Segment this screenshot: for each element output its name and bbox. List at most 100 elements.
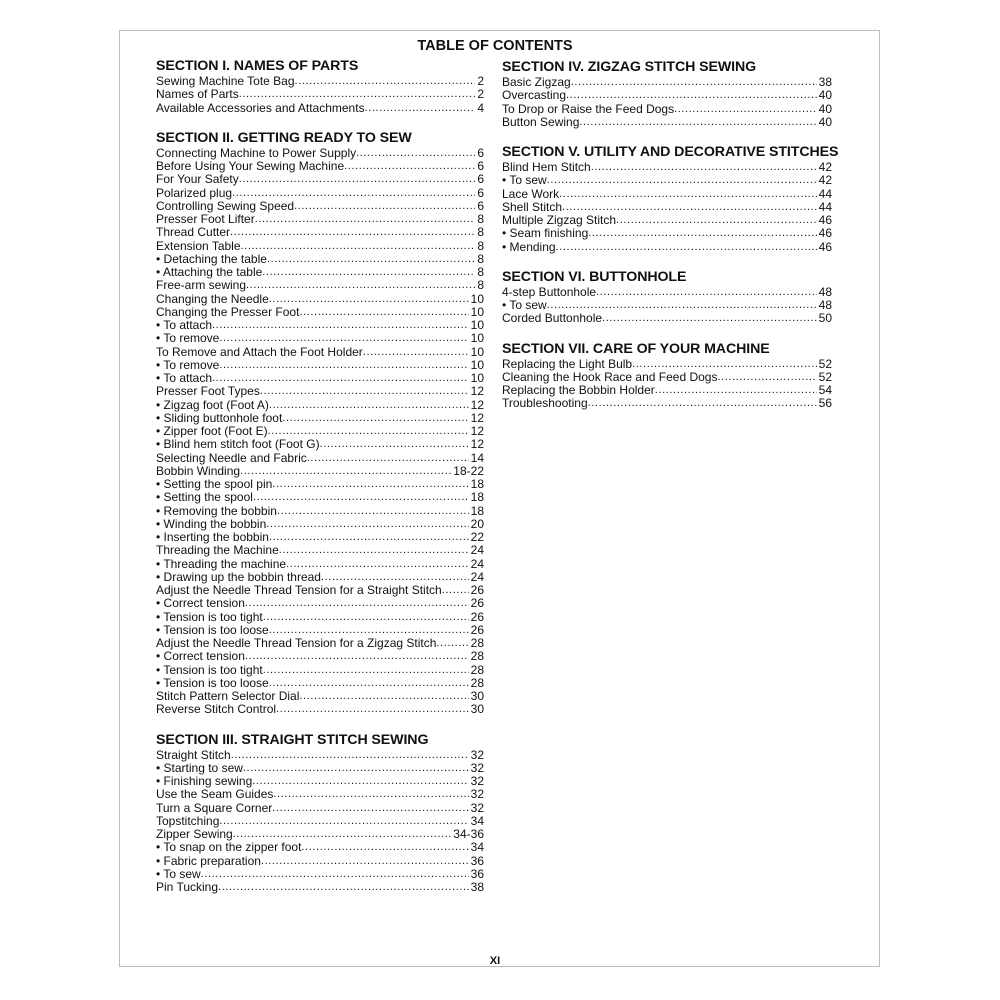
toc-entry: Available Accessories and Attachments ..… xyxy=(156,101,484,115)
dot-leader: ........................................… xyxy=(262,663,469,676)
toc-entry: Presser Foot Types .....................… xyxy=(156,384,484,399)
entry-label: Replacing the Bobbin Holder xyxy=(502,383,655,397)
entry-label: Presser Foot Types xyxy=(156,384,260,399)
section-heading: SECTION III. STRAIGHT STITCH SEWING xyxy=(156,731,429,748)
toc-entry: • Mending ..............................… xyxy=(502,240,832,254)
dot-leader: ........................................… xyxy=(562,200,817,213)
right-column: SECTION IV. ZIGZAG STITCH SEWING Basic Zi… xyxy=(502,59,839,426)
toc-entry: Pin Tucking ............................… xyxy=(156,880,484,894)
toc-entry: Multiple Zigzag Stitch .................… xyxy=(502,213,832,227)
entry-page-number: 18 xyxy=(470,490,484,505)
toc-section: SECTION V. UTILITY AND DECORATIVE STITCH… xyxy=(502,144,839,254)
dot-leader: ........................................… xyxy=(555,240,817,253)
dot-leader: ........................................… xyxy=(616,214,817,226)
toc-entry: • Tension is too tight .................… xyxy=(156,662,484,677)
entry-label: • Correct tension xyxy=(156,649,245,664)
toc-entry: • Tension is too loose .................… xyxy=(156,623,484,637)
toc-entry: • Correct tension ......................… xyxy=(156,596,484,611)
toc-section: SECTION VII. CARE OF YOUR MACHINE Replaci… xyxy=(502,341,832,411)
entry-label: • To attach xyxy=(156,371,213,385)
toc-entry: Before Using Your Sewing Machine .......… xyxy=(156,159,484,173)
entry-page-number: 40 xyxy=(818,101,832,116)
toc-entry: Selecting Needle and Fabric ............… xyxy=(156,451,484,465)
entry-label: • Tension is too tight xyxy=(156,662,263,677)
entry-page-number: 42 xyxy=(818,173,832,188)
page-title: TABLE OF CONTENTS xyxy=(417,38,573,54)
entry-page-number: 40 xyxy=(818,114,832,129)
toc-entry: • To attach ............................… xyxy=(156,318,484,332)
dot-leader: ........................................… xyxy=(242,761,469,774)
entry-page-number: 26 xyxy=(470,583,484,597)
entry-page-number: 18 xyxy=(470,503,484,518)
entry-label: • Attaching the table xyxy=(156,265,263,279)
toc-entry: Adjust the Needle Thread Tension for a S… xyxy=(156,583,484,597)
entry-page-number: 18 xyxy=(470,477,484,491)
toc-section: SECTION I. NAMES OF PARTS Sewing Machine … xyxy=(156,58,484,115)
entry-page-number: 48 xyxy=(818,298,832,312)
entry-page-number: 32 xyxy=(470,800,484,815)
toc-entry: Zipper Sewing ..........................… xyxy=(156,827,484,841)
entry-page-number: 52 xyxy=(818,356,832,371)
toc-entry: Sewing Machine Tote Bag ................… xyxy=(156,74,484,88)
entry-label: Adjust the Needle Thread Tension for a Z… xyxy=(156,636,437,650)
entry-label: Troubleshooting xyxy=(502,396,588,411)
entry-page-number: 12 xyxy=(470,397,484,412)
entry-label: • To sew xyxy=(502,298,547,312)
dot-leader: ........................................… xyxy=(268,676,469,689)
dot-leader: ........................................… xyxy=(587,397,817,410)
dot-leader: ........................................… xyxy=(219,332,468,345)
entry-page-number: 26 xyxy=(470,596,484,611)
entry-page-number: 8 xyxy=(477,225,484,240)
toc-entry: Changing the Needle ....................… xyxy=(156,292,484,306)
section-heading: SECTION V. UTILITY AND DECORATIVE STITCH… xyxy=(502,144,839,160)
entry-label: • Detaching the table xyxy=(156,251,267,266)
dot-leader: ........................................… xyxy=(252,775,469,787)
entry-page-number: 36 xyxy=(470,853,484,868)
toc-entry: • To snap on the zipper foot ...........… xyxy=(156,840,484,854)
dot-leader: ........................................… xyxy=(273,788,468,801)
entry-label: Multiple Zigzag Stitch xyxy=(502,213,617,227)
entry-label: Turn a Square Corner xyxy=(156,800,273,815)
section-heading: SECTION IV. ZIGZAG STITCH SEWING xyxy=(502,59,757,75)
toc-entry: 4-step Buttonhole ......................… xyxy=(502,285,832,299)
entry-label: • Starting to sew xyxy=(156,760,243,775)
entry-page-number: 10 xyxy=(470,331,484,346)
entry-page-number: 2 xyxy=(477,74,484,88)
entry-page-number: 10 xyxy=(470,357,484,372)
entry-label: • Fabric preparation xyxy=(156,853,261,868)
dot-leader: ........................................… xyxy=(268,398,469,411)
toc-entry: Presser Foot Lifter ....................… xyxy=(156,212,484,226)
dot-leader: ........................................… xyxy=(254,213,476,225)
dot-leader: ........................................… xyxy=(262,610,469,623)
toc-entry: To Drop or Raise the Feed Dogs .........… xyxy=(502,101,832,116)
entry-label: Controlling Sewing Speed xyxy=(156,198,295,213)
toc-entry: • Zipper foot (Foot E) .................… xyxy=(156,424,484,438)
entry-page-number: 6 xyxy=(477,172,484,187)
entry-page-number: 12 xyxy=(470,384,484,399)
toc-entry: • Drawing up the bobbin thread .........… xyxy=(156,570,484,584)
entry-page-number: 6 xyxy=(477,185,484,200)
entry-label: Adjust the Needle Thread Tension for a S… xyxy=(156,583,442,597)
entry-label: • Sliding buttonhole foot xyxy=(156,410,283,425)
entry-page-number: 24 xyxy=(470,556,484,571)
entry-page-number: 6 xyxy=(477,145,484,160)
toc-entry: Stitch Pattern Selector Dial ...........… xyxy=(156,689,484,703)
toc-entry: Free-arm sewing ........................… xyxy=(156,278,484,292)
dot-leader: ........................................… xyxy=(252,491,469,504)
dot-leader: ........................................… xyxy=(344,160,475,172)
toc-entry: Use the Seam Guides ....................… xyxy=(156,787,484,801)
toc-entry: Connecting Machine to Power Supply .....… xyxy=(156,145,484,160)
entry-page-number: 8 xyxy=(477,212,484,226)
entry-page-number: 44 xyxy=(818,199,832,214)
entry-label: Topstitching xyxy=(156,813,220,828)
entry-label: Blind Hem Stitch xyxy=(502,160,591,174)
entry-page-number: 38 xyxy=(818,75,832,89)
toc-entry: Troubleshooting ........................… xyxy=(502,396,832,411)
entry-page-number: 50 xyxy=(818,311,832,326)
dot-leader: ........................................… xyxy=(266,252,476,265)
toc-section: SECTION VI. BUTTONHOLE 4-step Buttonhole … xyxy=(502,269,832,326)
toc-entry: • Correct tension ......................… xyxy=(156,649,484,664)
entry-label: • Zigzag foot (Foot A) xyxy=(156,397,269,412)
toc-entry: • Removing the bobbin ..................… xyxy=(156,503,484,518)
dot-leader: ........................................… xyxy=(294,75,476,87)
